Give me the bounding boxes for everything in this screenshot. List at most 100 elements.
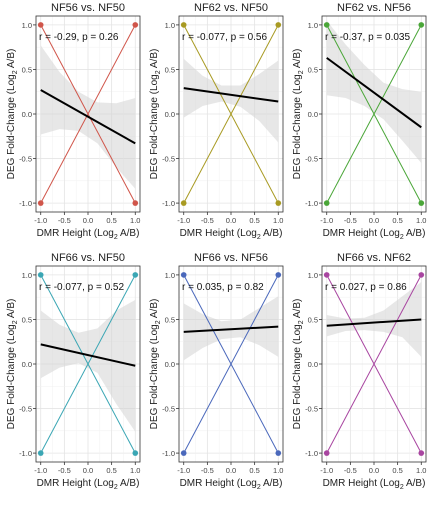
y-tick-label: 0.0	[22, 110, 32, 119]
regression-line	[326, 318, 422, 327]
x-tick-label: 1.0	[273, 216, 283, 225]
stat-annotation: r = 0.035, p = 0.82	[182, 282, 264, 293]
panel-title: NF66 vs. NF56	[194, 252, 268, 264]
data-point	[132, 272, 139, 278]
y-axis-label-lead: DEG Fold-Change (Log	[6, 74, 17, 179]
x-axis-label-lead: DMR Height (Log	[180, 478, 257, 489]
panel-1: 1.0 0.5 0.0 -0.5 -1.0-1.0 -0.5 0.0 0.5 1.0 NF56 v…	[6, 2, 140, 241]
x-axis-label-lead: DMR Height (Log	[37, 228, 114, 239]
x-axis-label-sub: 2	[257, 484, 261, 491]
data-point	[418, 450, 425, 456]
y-tick-label: -1.0	[162, 449, 175, 458]
y-axis-label-sub: 2	[12, 320, 19, 324]
y-axis-label-sub: 2	[298, 70, 305, 74]
panel-5: 1.0 0.5 0.0 -0.5 -1.0-1.0 -0.5 0.0 0.5 1.0 NF66 v…	[149, 252, 283, 491]
regression-line	[183, 87, 279, 103]
x-axis-label-tail: A/B)	[261, 478, 283, 489]
y-tick-label: 0.0	[22, 360, 32, 369]
x-axis-label-tail: A/B)	[404, 478, 426, 489]
x-tick-label: -0.5	[58, 216, 71, 225]
y-tick-label: 0.0	[308, 360, 318, 369]
y-axis-label-tail: A/B)	[149, 299, 160, 321]
data-point	[132, 200, 139, 206]
y-tick-label: -0.5	[162, 405, 175, 414]
y-axis-label: DEG Fold-Change (Log2 A/B)	[6, 299, 19, 430]
y-tick-label: -1.0	[305, 199, 318, 208]
data-point	[37, 22, 44, 28]
y-axis-label-lead: DEG Fold-Change (Log	[292, 324, 303, 429]
x-tick-label: -1.0	[177, 216, 190, 225]
x-tick-label: 1.0	[416, 466, 426, 475]
x-tick-label: 0.0	[226, 216, 236, 225]
y-tick-label: 0.0	[308, 110, 318, 119]
series-line	[183, 24, 279, 204]
x-tick-label: 0.0	[369, 216, 379, 225]
x-tick-label: -0.5	[344, 216, 357, 225]
y-axis-label-lead: DEG Fold-Change (Log	[6, 324, 17, 429]
data-point	[180, 22, 187, 28]
x-tick-label: -0.5	[201, 216, 214, 225]
x-tick-label: 0.5	[249, 216, 259, 225]
panel-title: NF66 vs. NF50	[51, 252, 125, 264]
y-axis-label-tail: A/B)	[292, 299, 303, 321]
x-tick-label: 0.0	[83, 216, 93, 225]
data-point	[418, 22, 425, 28]
y-tick-label: 0.5	[165, 65, 175, 74]
data-point	[418, 272, 425, 278]
series-line	[326, 274, 422, 454]
y-tick-label: 0.0	[165, 360, 175, 369]
data-point	[418, 200, 425, 206]
x-axis-label-lead: DMR Height (Log	[37, 478, 114, 489]
x-axis-label-tail: A/B)	[118, 478, 140, 489]
y-tick-label: -1.0	[19, 449, 32, 458]
x-axis-label-lead: DMR Height (Log	[323, 228, 400, 239]
x-tick-label: 1.0	[130, 466, 140, 475]
y-axis-label-sub: 2	[155, 70, 162, 74]
y-axis-label-lead: DEG Fold-Change (Log	[149, 324, 160, 429]
x-axis-label-tail: A/B)	[261, 228, 283, 239]
y-axis-label-sub: 2	[12, 70, 19, 74]
x-tick-label: -1.0	[177, 466, 190, 475]
data-point	[37, 272, 44, 278]
data-point	[180, 272, 187, 278]
x-tick-label: 0.0	[83, 466, 93, 475]
x-axis-label-sub: 2	[257, 234, 261, 241]
y-tick-label: 1.0	[165, 271, 175, 280]
y-axis-label: DEG Fold-Change (Log2 A/B)	[149, 49, 162, 180]
y-tick-label: -1.0	[305, 449, 318, 458]
x-axis-label-sub: 2	[114, 484, 118, 491]
stat-annotation: r = -0.37, p = 0.035	[325, 32, 410, 43]
x-axis-label: DMR Height (Log2 A/B)	[323, 228, 426, 241]
y-axis-label: DEG Fold-Change (Log2 A/B)	[149, 299, 162, 430]
x-axis-label-sub: 2	[114, 234, 118, 241]
y-tick-label: 0.5	[22, 65, 32, 74]
data-point	[132, 22, 139, 28]
data-point	[275, 272, 282, 278]
y-tick-label: -1.0	[162, 199, 175, 208]
stat-annotation: r = 0.027, p = 0.86	[325, 282, 407, 293]
data-point	[275, 450, 282, 456]
regression-line	[40, 343, 136, 367]
y-tick-label: -0.5	[19, 405, 32, 414]
y-tick-label: -0.5	[305, 155, 318, 164]
data-point	[275, 22, 282, 28]
series-line	[183, 274, 279, 454]
y-axis-label-sub: 2	[155, 320, 162, 324]
x-tick-label: -0.5	[58, 466, 71, 475]
y-axis-label: DEG Fold-Change (Log2 A/B)	[292, 299, 305, 430]
data-point	[323, 450, 330, 456]
panel-title: NF62 vs. NF50	[194, 2, 268, 14]
data-point	[323, 200, 330, 206]
panel-6: 1.0 0.5 0.0 -0.5 -1.0-1.0 -0.5 0.0 0.5 1.0 NF66 v…	[292, 252, 426, 491]
y-tick-label: -0.5	[19, 155, 32, 164]
y-axis-label: DEG Fold-Change (Log2 A/B)	[292, 49, 305, 180]
stat-annotation: r = -0.077, p = 0.52	[39, 282, 124, 293]
panel-4: 1.0 0.5 0.0 -0.5 -1.0-1.0 -0.5 0.0 0.5 1.0 NF66 v…	[6, 252, 140, 491]
x-axis-label-sub: 2	[400, 484, 404, 491]
x-axis-label: DMR Height (Log2 A/B)	[37, 228, 140, 241]
y-axis-label-tail: A/B)	[6, 299, 17, 321]
x-tick-label: 0.0	[369, 466, 379, 475]
panel-2: 1.0 0.5 0.0 -0.5 -1.0-1.0 -0.5 0.0 0.5 1.0 NF62 v…	[149, 2, 283, 241]
y-axis-label-tail: A/B)	[6, 49, 17, 71]
